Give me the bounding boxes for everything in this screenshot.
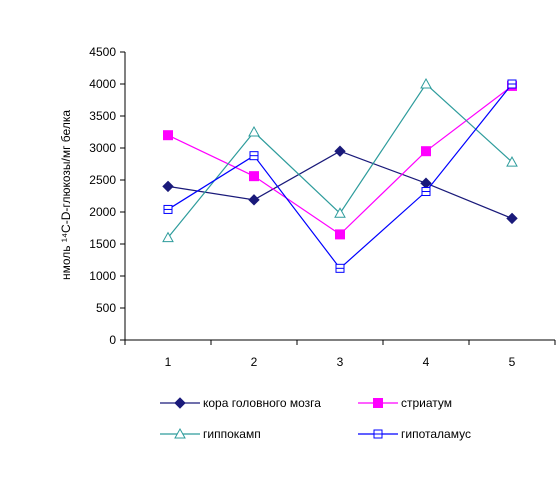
legend-marker xyxy=(174,397,186,409)
data-point xyxy=(162,231,174,243)
y-tick-label: 2000 xyxy=(89,205,116,219)
y-tick-label: 4500 xyxy=(89,45,116,59)
data-point xyxy=(335,229,345,240)
axes xyxy=(124,52,555,341)
legend-item: стриатум xyxy=(358,396,452,410)
y-tick-label: 1000 xyxy=(89,269,116,283)
series-line xyxy=(167,83,513,270)
data-point xyxy=(506,212,518,225)
x-ticks: 1 2 3 4 5 xyxy=(124,340,556,369)
y-tick-label: 1500 xyxy=(89,237,116,251)
y-tick-label: 0 xyxy=(109,333,116,347)
data-point xyxy=(248,194,260,206)
legend-label: гиппокамп xyxy=(203,427,261,441)
data-point xyxy=(249,171,259,182)
legend-item: гиппокамп xyxy=(160,427,261,441)
y-tick-label: 500 xyxy=(96,301,116,315)
data-point xyxy=(334,207,346,218)
data-point xyxy=(334,145,346,157)
series-4 xyxy=(163,79,517,273)
series-3 xyxy=(162,77,518,243)
x-tick-label: 1 xyxy=(165,355,172,369)
data-point xyxy=(248,125,260,137)
y-ticks: 0 500 1000 1500 2000 2500 3000 3500 4000 4500 xyxy=(89,45,125,347)
legend-label: гипоталамус xyxy=(401,427,471,441)
y-tick-label: 2500 xyxy=(89,173,116,187)
y-tick-label: 3000 xyxy=(89,141,116,155)
y-tick-label: 4000 xyxy=(89,77,116,91)
data-point xyxy=(162,180,174,193)
y-axis-label: нмоль ¹⁴C-D-глюкозы/мг белка xyxy=(59,110,73,280)
x-tick-label: 3 xyxy=(337,355,344,369)
y-tick-label: 3500 xyxy=(89,109,116,123)
legend-item: гипоталамус xyxy=(358,427,471,441)
x-tick-label: 4 xyxy=(423,355,430,369)
data-point xyxy=(163,130,173,141)
data-point xyxy=(421,146,431,157)
data-point xyxy=(420,77,432,89)
plot-area xyxy=(162,77,518,273)
legend-label: стриатум xyxy=(401,396,452,410)
legend-label: кора головного мозга xyxy=(203,396,321,410)
legend-item: кора головного мозга xyxy=(160,396,321,410)
x-tick-label: 2 xyxy=(251,355,258,369)
legend-marker xyxy=(174,427,186,439)
legend-marker xyxy=(373,398,383,408)
legend: кора головного мозга стриатум гиппокамп гип… xyxy=(160,396,471,441)
x-tick-label: 5 xyxy=(509,355,516,369)
data-point xyxy=(506,156,518,167)
series-1 xyxy=(162,145,518,225)
